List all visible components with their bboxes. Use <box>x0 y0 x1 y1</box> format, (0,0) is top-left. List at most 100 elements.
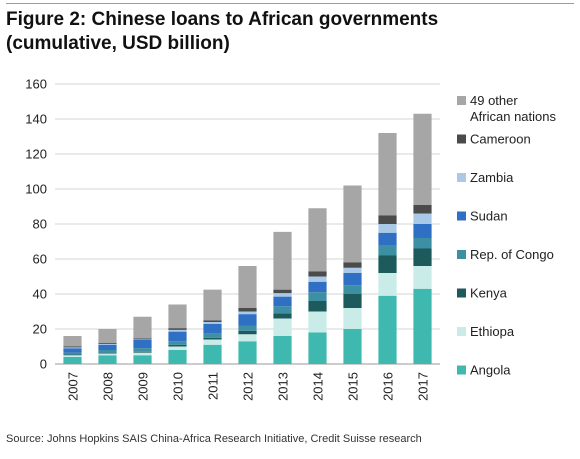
source-note: Source: Johns Hopkins SAIS China-Africa … <box>6 433 422 445</box>
bar-segment-kenya-2009 <box>133 351 152 353</box>
bar-segment-49-other-african-nations-2007 <box>63 336 82 347</box>
bar-segment-rep-of-congo-2014 <box>308 292 327 301</box>
bar-segment-angola-2013 <box>273 336 292 364</box>
x-tick-label: 2011 <box>206 372 221 400</box>
bar-segment-sudan-2016 <box>378 232 397 245</box>
bar-segment-angola-2008 <box>98 355 117 364</box>
x-tick-label: 2007 <box>66 372 81 401</box>
bar-segment-cameroon-2010 <box>168 328 187 330</box>
bar-segment-angola-2012 <box>238 341 257 364</box>
legend-swatch <box>457 173 466 182</box>
bar-segment-rep-of-congo-2010 <box>168 341 187 345</box>
legend-label: Cameroon <box>470 132 531 147</box>
bar-segment-kenya-2015 <box>343 294 362 308</box>
bar-segment-cameroon-2012 <box>238 308 257 312</box>
bar-segment-ethiopa-2009 <box>133 352 152 356</box>
bar-segment-cameroon-2008 <box>98 343 117 344</box>
bar-segment-sudan-2017 <box>413 224 432 238</box>
bar-segment-kenya-2008 <box>98 352 117 354</box>
bar-segment-sudan-2013 <box>273 296 292 307</box>
bar-segment-sudan-2007 <box>63 348 82 353</box>
bar-segment-kenya-2017 <box>413 248 432 266</box>
bar-segment-zambia-2017 <box>413 213 432 224</box>
bar-segment-zambia-2011 <box>203 322 222 324</box>
x-tick-label: 2015 <box>346 372 361 401</box>
bar-segment-cameroon-2011 <box>203 320 222 322</box>
bar-segment-49-other-african-nations-2016 <box>378 133 397 216</box>
title-rule <box>6 3 574 4</box>
bar-segment-angola-2010 <box>168 350 187 364</box>
bar-segment-sudan-2011 <box>203 323 222 334</box>
bar-segment-49-other-african-nations-2017 <box>413 113 432 205</box>
bar-segment-49-other-african-nations-2010 <box>168 304 187 329</box>
bar-segment-rep-of-congo-2016 <box>378 245 397 256</box>
bar-segment-rep-of-congo-2008 <box>98 350 117 353</box>
legend-swatch <box>457 288 466 298</box>
legend-label: Angola <box>470 363 511 378</box>
bar-segment-kenya-2016 <box>378 255 397 273</box>
bar-segment-cameroon-2016 <box>378 215 397 224</box>
y-axis-ticks: 0 20 40 60 80 100 120 140 160 <box>25 77 47 372</box>
x-tick-label: 2009 <box>136 372 151 401</box>
bar-segment-angola-2015 <box>343 329 362 364</box>
bar-segment-rep-of-congo-2013 <box>273 306 292 314</box>
bar-segment-ethiopa-2010 <box>168 346 187 350</box>
legend-label: Ethiopa <box>470 324 515 339</box>
legend-swatch <box>457 250 466 259</box>
bar-segment-ethiopa-2017 <box>413 266 432 289</box>
bar-segment-zambia-2014 <box>308 276 327 282</box>
bar-segment-sudan-2012 <box>238 314 257 326</box>
bar-segment-ethiopa-2007 <box>63 355 82 357</box>
bar-segment-angola-2016 <box>378 295 397 364</box>
bar-segment-ethiopa-2012 <box>238 334 257 342</box>
bar-segment-49-other-african-nations-2015 <box>343 185 362 263</box>
bar-segment-cameroon-2007 <box>63 346 82 348</box>
bar-segment-sudan-2009 <box>133 339 152 349</box>
bar-segment-kenya-2014 <box>308 301 327 312</box>
legend-swatch <box>457 134 466 144</box>
bar-segment-rep-of-congo-2015 <box>343 285 362 294</box>
x-tick-label: 2016 <box>381 372 396 401</box>
legend-swatch <box>457 327 466 336</box>
bar-segment-angola-2007 <box>63 357 82 364</box>
chart-title-line-2: (cumulative, USD billion) <box>6 33 230 54</box>
legend-swatch <box>457 365 466 375</box>
bar-segment-zambia-2012 <box>238 311 257 315</box>
x-tick-label: 2017 <box>416 372 431 401</box>
bar-segment-49-other-african-nations-2009 <box>133 316 152 338</box>
bar-segment-ethiopa-2016 <box>378 273 397 296</box>
bar-segment-zambia-2009 <box>133 338 152 340</box>
bar-segment-rep-of-congo-2012 <box>238 325 257 331</box>
bar-segment-angola-2009 <box>133 355 152 364</box>
bar-segment-cameroon-2017 <box>413 204 432 214</box>
bar-segment-kenya-2007 <box>63 354 82 356</box>
legend-label: Zambia <box>470 170 514 185</box>
bar-segment-49-other-african-nations-2008 <box>98 329 117 343</box>
bar-segment-sudan-2008 <box>98 344 117 350</box>
chart-title: Figure 2: Chinese loans to African gover… <box>6 8 574 56</box>
bar-segment-ethiopa-2015 <box>343 308 362 329</box>
bar-segment-49-other-african-nations-2013 <box>273 231 292 290</box>
chart-title-line-1: Figure 2: Chinese loans to African gover… <box>6 9 439 30</box>
bar-segment-zambia-2010 <box>168 329 187 332</box>
bar-segment-ethiopa-2011 <box>203 339 222 345</box>
bar-segment-sudan-2010 <box>168 331 187 342</box>
bar-segment-angola-2017 <box>413 288 432 364</box>
bar-segment-kenya-2012 <box>238 330 257 335</box>
bar-segment-49-other-african-nations-2011 <box>203 289 222 321</box>
y-tick-label: 160 <box>25 77 47 92</box>
bar-segment-kenya-2010 <box>168 344 187 347</box>
bar-segment-angola-2014 <box>308 332 327 364</box>
bar-segment-rep-of-congo-2011 <box>203 333 222 338</box>
x-axis-ticks: 2007 2008 2009 2010 2011 2012 2013 2014 2015 2016… <box>66 372 431 401</box>
bar-segment-angola-2011 <box>203 344 222 364</box>
bar-segment-sudan-2015 <box>343 273 362 286</box>
bar-segment-sudan-2014 <box>308 281 327 293</box>
bar-segment-cameroon-2015 <box>343 262 362 268</box>
bar-segment-cameroon-2014 <box>308 271 327 277</box>
y-tick-label: 140 <box>25 112 47 127</box>
y-tick-label: 100 <box>25 182 47 197</box>
bar-segment-kenya-2013 <box>273 313 292 319</box>
